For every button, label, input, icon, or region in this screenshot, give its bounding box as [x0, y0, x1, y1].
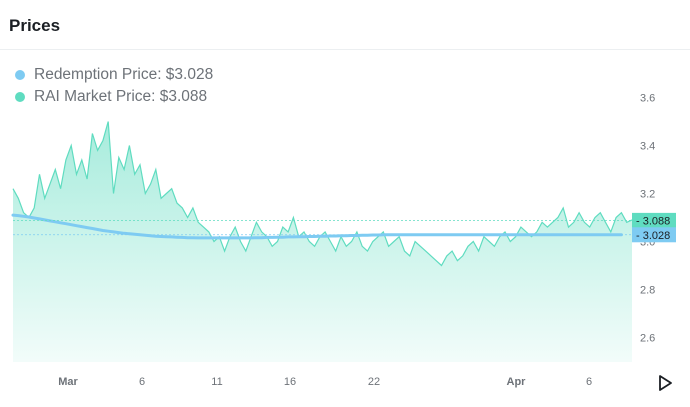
- svg-text:- 3.088: - 3.088: [636, 215, 670, 227]
- x-tick-label: 6: [586, 376, 592, 388]
- x-tick-label: Apr: [507, 376, 527, 388]
- x-tick-label: 22: [368, 376, 380, 388]
- y-tick-label: 3.2: [640, 189, 655, 201]
- y-tick-label: 2.6: [640, 333, 655, 345]
- chart-header: Prices: [0, 0, 690, 50]
- legend-item-market[interactable]: RAI Market Price: $3.088: [15, 86, 213, 108]
- market-price-tag: - 3.088: [632, 212, 676, 228]
- y-tick-label: 3.4: [640, 141, 655, 153]
- redemption-dot-icon: [15, 70, 25, 80]
- svg-text:- 3.028: - 3.028: [636, 230, 670, 242]
- x-tick-label: 6: [139, 376, 145, 388]
- legend-label-redemption: Redemption Price: $3.028: [34, 66, 214, 83]
- legend-label-market: RAI Market Price: $3.088: [34, 88, 208, 105]
- legend-item-redemption[interactable]: Redemption Price: $3.028: [15, 64, 213, 86]
- chart-legend: Redemption Price: $3.028 RAI Market Pric…: [15, 64, 213, 108]
- redemption-price-tag: - 3.028: [632, 227, 676, 243]
- play-icon[interactable]: [656, 374, 674, 392]
- x-tick-label: 16: [284, 376, 296, 388]
- redemption-price-line: [11, 213, 623, 240]
- y-tick-label: 2.8: [640, 285, 655, 297]
- page-title: Prices: [9, 16, 61, 35]
- x-tick-label: Mar: [58, 376, 78, 388]
- y-tick-label: 3.6: [640, 93, 655, 105]
- market-dot-icon: [15, 92, 25, 102]
- market-price-area: [13, 121, 632, 362]
- x-tick-label: 11: [211, 376, 222, 388]
